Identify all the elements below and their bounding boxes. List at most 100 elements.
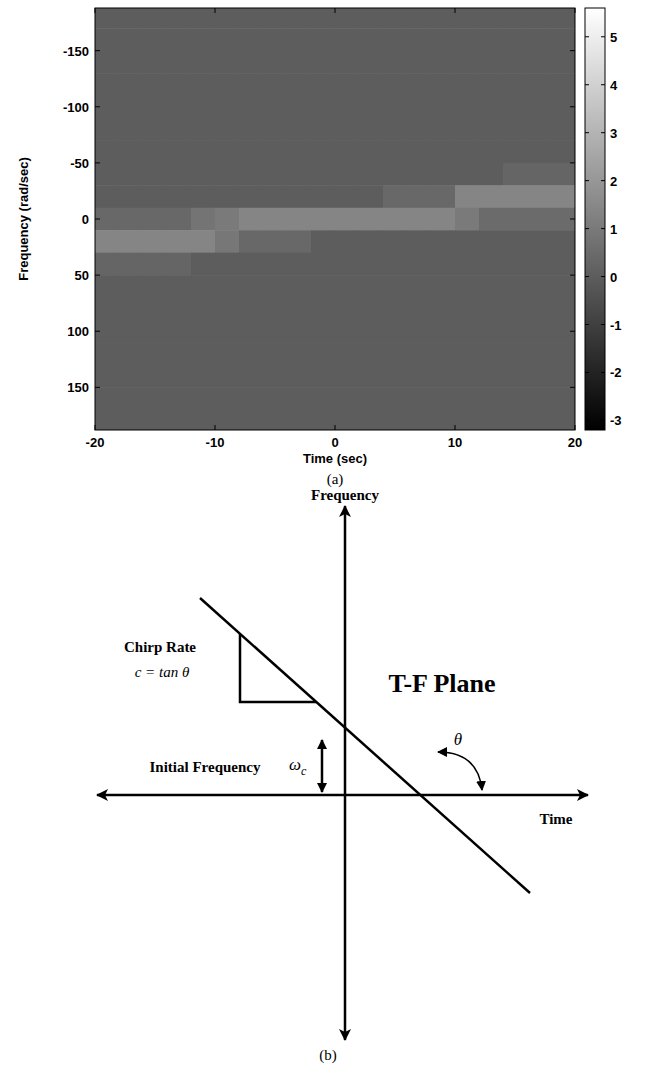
- chirp-line: [200, 598, 530, 893]
- heatmap-cell: [551, 73, 575, 96]
- heatmap-cell: [527, 387, 552, 410]
- heatmap-cell: [359, 410, 384, 430]
- heatmap-cell: [335, 298, 360, 321]
- heatmap-cell: [407, 185, 432, 208]
- colorbar-tick-label: 3: [610, 126, 617, 141]
- heatmap-cell: [191, 118, 216, 141]
- heatmap-cell: [407, 163, 432, 186]
- heatmap-cell: [167, 387, 192, 410]
- heatmap-cell: [407, 275, 432, 298]
- heatmap-cell: [167, 230, 192, 253]
- y-tick-label: 0: [82, 212, 89, 227]
- heatmap-cell: [479, 230, 504, 253]
- heatmap-cell: [119, 185, 144, 208]
- heatmap-cell: [239, 342, 264, 365]
- heatmap-cell: [191, 298, 216, 321]
- heatmap-cell: [407, 208, 432, 231]
- colorbar-tick-label: 0: [610, 270, 617, 285]
- heatmap-cell: [407, 51, 432, 74]
- heatmap-cell: [239, 185, 264, 208]
- chirp-rate-formula: c = tan θ: [135, 664, 190, 680]
- heatmap-cell: [119, 410, 144, 430]
- heatmap-cell: [335, 51, 360, 74]
- heatmap-cell: [167, 185, 192, 208]
- heatmap-cell: [263, 96, 288, 119]
- heatmap-cell: [455, 275, 480, 298]
- heatmap-cell: [359, 320, 384, 343]
- heatmap-cell: [215, 185, 240, 208]
- heatmap-cell: [407, 8, 432, 29]
- heatmap-cell: [359, 298, 384, 321]
- heatmap-cell: [239, 320, 264, 343]
- heatmap-cell: [215, 387, 240, 410]
- heatmap-cell: [551, 8, 575, 29]
- heatmap-cell: [431, 140, 456, 163]
- heatmap-cell: [455, 208, 480, 231]
- heatmap-cell: [143, 73, 168, 96]
- heatmap-cell: [407, 342, 432, 365]
- heatmap-cell: [119, 230, 144, 253]
- heatmap-cell: [527, 208, 552, 231]
- figure: -20-1001020-150-100-50050100150Time (sec…: [0, 0, 656, 1070]
- heatmap-cell: [431, 410, 456, 430]
- x-tick-label: 20: [568, 435, 582, 450]
- heatmap-cell: [263, 365, 288, 388]
- x-axis-title: Time (sec): [303, 451, 367, 466]
- heatmap-cell: [503, 208, 528, 231]
- x-tick: [215, 425, 216, 430]
- heatmap-cell: [503, 410, 528, 430]
- x-tick: [455, 425, 456, 430]
- heatmap-cell: [239, 275, 264, 298]
- heatmap-cell: [143, 230, 168, 253]
- heatmap-cell: [479, 140, 504, 163]
- heatmap-cell: [335, 253, 360, 276]
- heatmap-cell: [215, 208, 240, 231]
- colorbar-tick-label: 1: [610, 222, 617, 237]
- heatmap-cell: [95, 118, 120, 141]
- colorbar-tick: [585, 372, 589, 373]
- heatmap-cell: [143, 96, 168, 119]
- heatmap-cell: [95, 96, 120, 119]
- heatmap-cell: [287, 410, 312, 430]
- heatmap-cell: [335, 140, 360, 163]
- heatmap-cell: [335, 275, 360, 298]
- heatmap-cell: [95, 275, 120, 298]
- heatmap-cell: [383, 275, 408, 298]
- heatmap-cell: [455, 365, 480, 388]
- heatmap-cell: [311, 387, 336, 410]
- x-tick-label: -10: [206, 435, 225, 450]
- heatmap-cell: [191, 387, 216, 410]
- heatmap-cell: [479, 96, 504, 119]
- heatmap-cell: [335, 118, 360, 141]
- heatmap-cell: [191, 410, 216, 430]
- heatmap-cell: [119, 8, 144, 29]
- heatmap-cell: [215, 163, 240, 186]
- heatmap-cell: [167, 298, 192, 321]
- y-tick-label: 100: [67, 324, 89, 339]
- heatmap-cell: [119, 320, 144, 343]
- heatmap-cell: [191, 185, 216, 208]
- heatmap-cell: [383, 208, 408, 231]
- heatmap-cell: [527, 96, 552, 119]
- heatmap-cell: [263, 163, 288, 186]
- heatmap-cell: [431, 365, 456, 388]
- heatmap-cell: [143, 51, 168, 74]
- y-tick-label: -50: [70, 156, 89, 171]
- heatmap-cell: [143, 185, 168, 208]
- heatmap-cell: [383, 342, 408, 365]
- heatmap-cell: [119, 275, 144, 298]
- heatmap-cell: [503, 320, 528, 343]
- heatmap-cell: [263, 253, 288, 276]
- heatmap-cell: [263, 298, 288, 321]
- heatmap-cell: [119, 73, 144, 96]
- y-tick: [570, 275, 575, 276]
- heatmap-cell: [167, 163, 192, 186]
- heatmap-cell: [527, 51, 552, 74]
- heatmap-cell: [527, 320, 552, 343]
- omega-subscript: c: [301, 764, 307, 778]
- heatmap-cell: [479, 320, 504, 343]
- heatmap-cell: [527, 253, 552, 276]
- heatmap-cell: [431, 73, 456, 96]
- heatmap-cell: [311, 8, 336, 29]
- x-tick-label: 10: [448, 435, 462, 450]
